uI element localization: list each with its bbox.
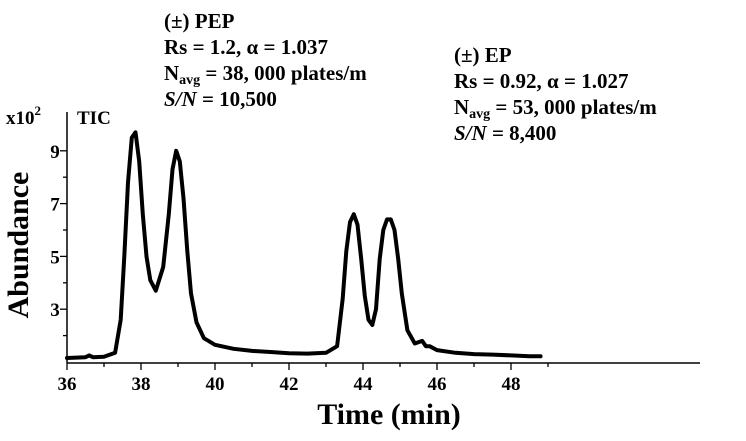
y-tick-label: 5 [50, 247, 60, 268]
axes [66, 112, 700, 364]
x-tick-label: 38 [132, 374, 151, 395]
ep-signal-noise: S/N = 8,400 [454, 121, 557, 145]
x-tick-label: 46 [428, 374, 447, 395]
y-tick-label: 9 [50, 142, 60, 163]
ep-rs-alpha: Rs = 0.92, α = 1.027 [454, 69, 629, 93]
trace-label: TIC [77, 108, 111, 129]
tick-marks [60, 150, 549, 370]
pep-rs-alpha: Rs = 1.2, α = 1.037 [164, 35, 328, 59]
x-tick-label: 40 [206, 374, 225, 395]
y-tick-label: 3 [50, 300, 60, 321]
y-multiplier-label: x102 [6, 103, 41, 129]
pep-name: (±) PEP [164, 9, 235, 33]
ep-plates: Navg = 53, 000 plates/m [454, 95, 657, 122]
y-axis-label: Abundance [2, 172, 35, 319]
pep-signal-noise: S/N = 10,500 [164, 87, 277, 111]
y-multiplier-exponent: 2 [35, 103, 42, 118]
x-tick-label: 36 [58, 374, 77, 395]
x-tick-labels: 36 38 40 42 44 46 48 [58, 374, 521, 395]
ep-annotation: (±) EP Rs = 0.92, α = 1.027 Navg = 53, 0… [454, 42, 657, 146]
x-tick-label: 48 [502, 374, 521, 395]
x-axis-label: Time (min) [317, 398, 461, 431]
y-tick-labels: 3 5 7 9 [50, 142, 60, 321]
ep-name: (±) EP [454, 43, 512, 67]
pep-plates: Navg = 38, 000 plates/m [164, 61, 367, 88]
y-tick-label: 7 [50, 195, 60, 216]
tic-trace-line [65, 130, 543, 360]
x-tick-label: 44 [354, 374, 374, 395]
x-tick-label: 42 [280, 374, 299, 395]
pep-annotation: (±) PEP Rs = 1.2, α = 1.037 Navg = 38, 0… [164, 8, 367, 112]
